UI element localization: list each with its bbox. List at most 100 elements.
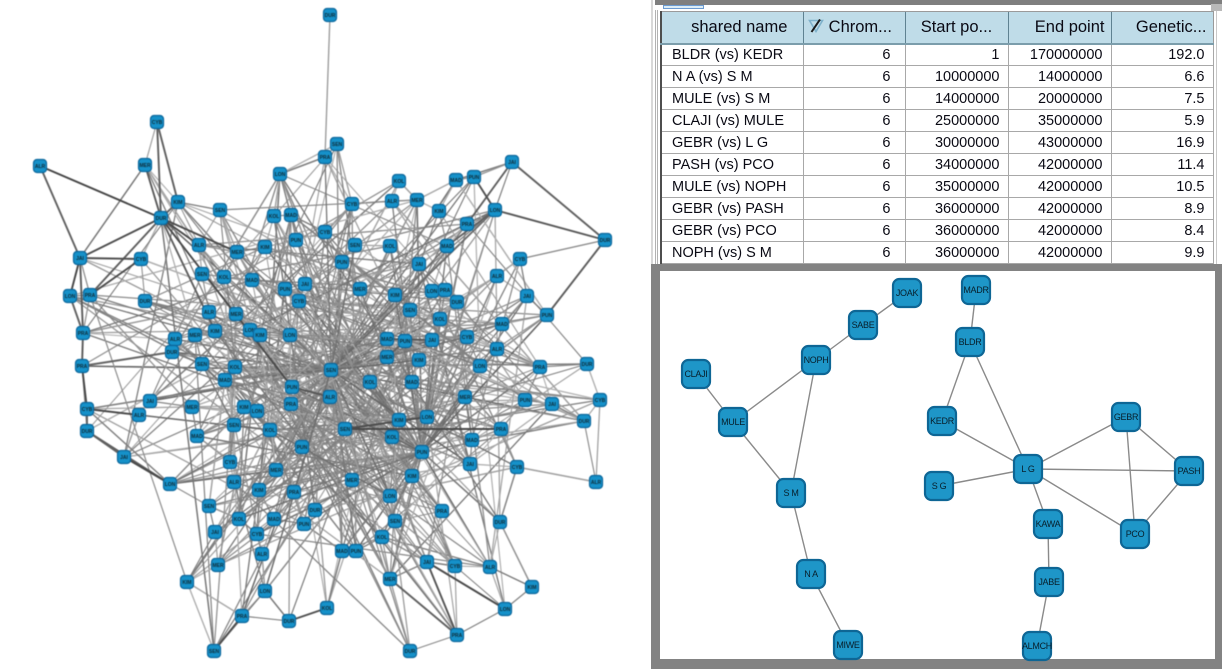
svg-text:PRA: PRA <box>77 364 88 370</box>
svg-text:KIM: KIM <box>254 488 263 494</box>
svg-text:KEDR: KEDR <box>930 416 955 426</box>
svg-text:PUN: PUN <box>280 287 291 293</box>
svg-text:PUN: PUN <box>291 238 302 244</box>
svg-text:S G: S G <box>932 481 947 491</box>
svg-text:PRA: PRA <box>286 402 297 408</box>
svg-text:LON: LON <box>422 415 433 421</box>
svg-text:KIM: KIM <box>527 585 536 591</box>
svg-text:S M: S M <box>783 488 798 498</box>
svg-text:PRA: PRA <box>440 288 451 294</box>
svg-text:MER: MER <box>459 395 471 401</box>
svg-text:KAWA: KAWA <box>1036 519 1061 529</box>
svg-text:MER: MER <box>381 355 393 361</box>
svg-text:SEN: SEN <box>197 362 208 368</box>
svg-text:KIM: KIM <box>260 245 269 251</box>
svg-text:JAI: JAI <box>508 160 516 166</box>
svg-text:DUR: DUR <box>579 419 590 425</box>
svg-text:KIM: KIM <box>173 200 182 206</box>
svg-text:PUN: PUN <box>520 398 531 404</box>
svg-text:MER: MER <box>186 405 198 411</box>
svg-text:ALR: ALR <box>134 413 145 419</box>
svg-text:LON: LON <box>500 607 511 613</box>
svg-text:SEN: SEN <box>405 308 416 314</box>
svg-text:GEBR: GEBR <box>1114 412 1139 422</box>
svg-text:ALMCH: ALMCH <box>1022 641 1052 651</box>
svg-text:DUR: DUR <box>452 300 463 306</box>
svg-text:DUR: DUR <box>140 299 151 305</box>
svg-text:KOL: KOL <box>387 435 398 441</box>
svg-text:SEN: SEN <box>215 208 226 214</box>
svg-text:CYB: CYB <box>252 532 263 538</box>
svg-text:SEN: SEN <box>197 272 208 278</box>
svg-text:ALR: ALR <box>387 199 398 205</box>
svg-text:DUR: DUR <box>82 429 93 435</box>
svg-text:ALR: ALR <box>194 243 205 249</box>
svg-text:ALR: ALR <box>492 347 503 353</box>
svg-text:ALR: ALR <box>204 310 215 316</box>
svg-text:NOPH: NOPH <box>804 355 829 365</box>
svg-text:PUN: PUN <box>337 260 348 266</box>
svg-text:DUR: DUR <box>495 520 506 526</box>
svg-text:MER: MER <box>346 478 358 484</box>
svg-text:BLDR: BLDR <box>959 337 983 347</box>
svg-text:CYB: CYB <box>320 230 331 236</box>
svg-text:SEN: SEN <box>390 519 401 525</box>
svg-text:LON: LON <box>165 482 176 488</box>
svg-text:SEN: SEN <box>209 649 220 655</box>
svg-text:MAD: MAD <box>191 434 203 440</box>
svg-text:ALR: ALR <box>492 274 503 280</box>
svg-text:KOL: KOL <box>385 244 396 250</box>
svg-text:DUR: DUR <box>310 508 321 514</box>
svg-text:JAI: JAI <box>120 455 128 461</box>
svg-text:LON: LON <box>65 294 76 300</box>
svg-text:KOL: KOL <box>394 179 405 185</box>
svg-text:KOL: KOL <box>265 428 276 434</box>
svg-text:ALR: ALR <box>485 565 496 571</box>
svg-text:PUN: PUN <box>297 445 308 451</box>
svg-text:PASH: PASH <box>1178 466 1201 476</box>
svg-text:MAD: MAD <box>285 213 297 219</box>
svg-text:MER: MER <box>384 577 396 583</box>
svg-text:PUN: PUN <box>469 175 480 181</box>
svg-text:CYB: CYB <box>82 407 93 413</box>
svg-text:KIM: KIM <box>414 358 423 364</box>
svg-text:KIM: KIM <box>210 329 219 335</box>
svg-text:JAI: JAI <box>301 282 309 288</box>
svg-text:MER: MER <box>189 333 201 339</box>
svg-text:LON: LON <box>490 208 501 214</box>
svg-text:JAI: JAI <box>428 338 436 344</box>
svg-text:SEN: SEN <box>350 243 361 249</box>
svg-text:PUN: PUN <box>417 450 428 456</box>
svg-text:MIWE: MIWE <box>836 640 860 650</box>
svg-text:PRA: PRA <box>437 509 448 515</box>
svg-text:LON: LON <box>475 364 486 370</box>
svg-text:JAI: JAI <box>415 262 423 268</box>
svg-text:MAD: MAD <box>336 549 348 555</box>
svg-text:LON: LON <box>260 589 271 595</box>
svg-text:PCO: PCO <box>1126 529 1145 539</box>
svg-text:JAI: JAI <box>146 399 154 405</box>
svg-text:MADR: MADR <box>963 285 989 295</box>
svg-text:CYB: CYB <box>462 335 473 341</box>
svg-text:MER: MER <box>270 468 282 474</box>
svg-text:CYB: CYB <box>595 398 606 404</box>
svg-text:KIM: KIM <box>407 474 416 480</box>
svg-text:DUR: DUR <box>582 362 593 368</box>
svg-text:SEN: SEN <box>340 427 351 433</box>
svg-text:MAD: MAD <box>406 380 418 386</box>
svg-text:MAD: MAD <box>441 244 453 250</box>
svg-text:MAD: MAD <box>246 278 258 284</box>
svg-text:SEN: SEN <box>332 142 343 148</box>
svg-text:MER: MER <box>212 563 224 569</box>
svg-text:KOL: KOL <box>322 606 333 612</box>
svg-text:MER: MER <box>354 287 366 293</box>
svg-text:LON: LON <box>427 289 438 295</box>
svg-text:DUR: DUR <box>325 13 336 19</box>
svg-text:N A: N A <box>804 569 818 579</box>
svg-text:ALR: ALR <box>257 552 268 558</box>
svg-text:PRA: PRA <box>85 293 96 299</box>
svg-text:ALR: ALR <box>229 480 240 486</box>
svg-text:PRA: PRA <box>237 614 248 620</box>
svg-text:PRA: PRA <box>496 427 507 433</box>
svg-text:MER: MER <box>230 312 242 318</box>
